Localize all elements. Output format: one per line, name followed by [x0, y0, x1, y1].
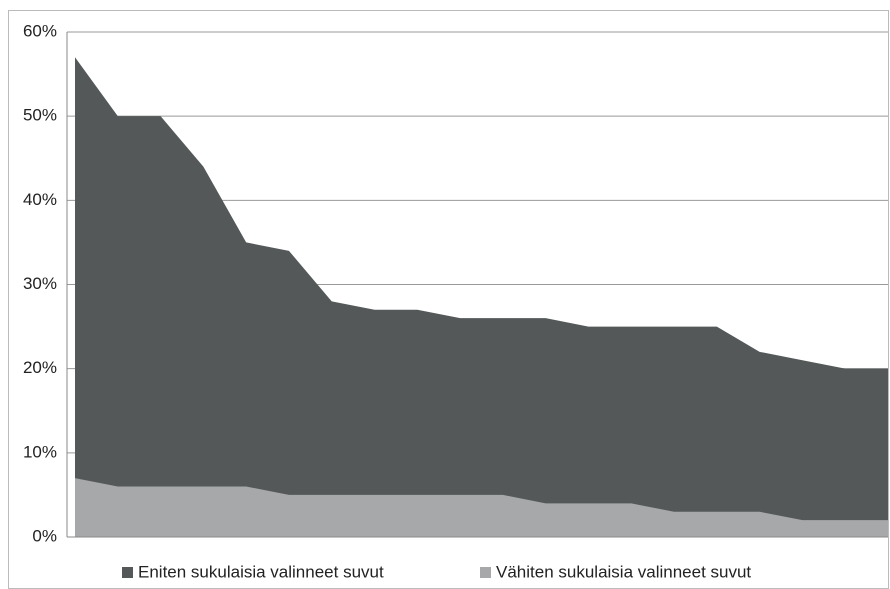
y-tick-label: 40%	[23, 190, 57, 209]
y-tick-label: 60%	[23, 21, 57, 40]
legend-swatch	[122, 567, 133, 578]
y-tick-label: 30%	[23, 274, 57, 293]
y-tick-label: 0%	[32, 526, 57, 545]
y-tick-label: 10%	[23, 442, 57, 461]
legend-label: Eniten sukulaisia valinneet suvut	[138, 562, 384, 581]
area	[75, 57, 888, 537]
y-tick-label: 50%	[23, 106, 57, 125]
legend-swatch	[480, 567, 491, 578]
area	[75, 478, 888, 537]
y-tick-label: 20%	[23, 358, 57, 377]
legend-label: Vähiten sukulaisia valinneet suvut	[496, 562, 751, 581]
